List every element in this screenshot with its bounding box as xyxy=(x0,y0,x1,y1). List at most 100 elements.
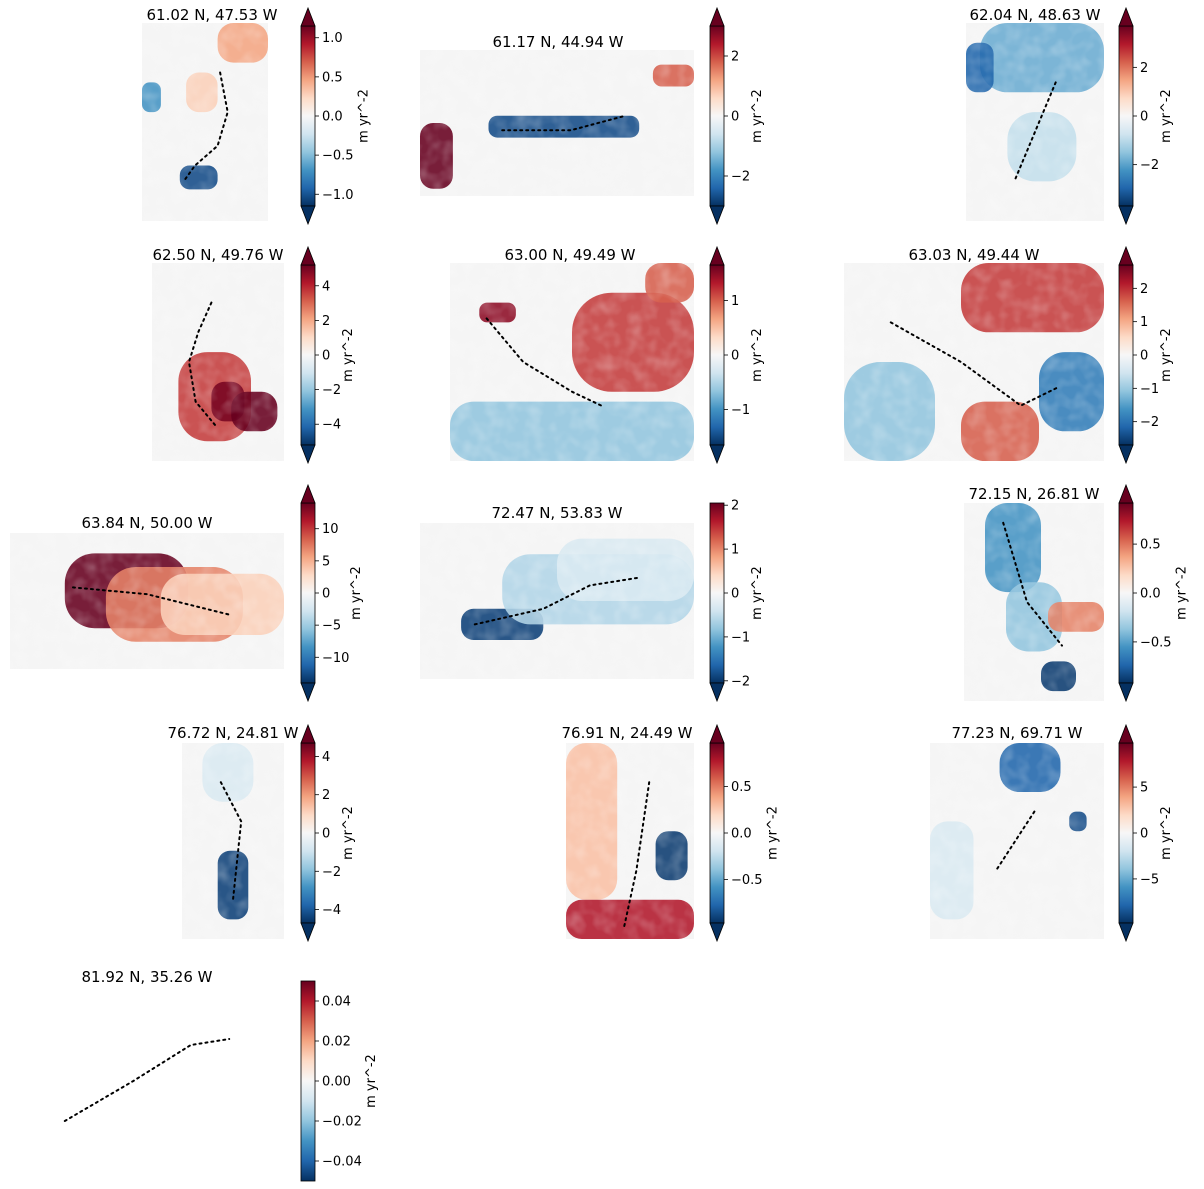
colorbar-tick-label: 0 xyxy=(1140,110,1148,125)
map-texture xyxy=(930,743,1104,939)
colorbar-tick-label: −0.5 xyxy=(322,149,354,164)
colorbar-tick-label: −1 xyxy=(1140,382,1159,397)
flowline-dotted xyxy=(1002,521,1063,647)
colorbar-tick-label: −0.02 xyxy=(322,1115,362,1130)
colorbar-tick-label: −4 xyxy=(322,418,341,433)
colorbar-tick-label: 0 xyxy=(322,827,330,842)
colorbar-tick-label: 0 xyxy=(1140,827,1148,842)
colorbar-tick-label: 0 xyxy=(731,587,739,602)
colorbar-extend-max xyxy=(300,6,316,27)
colorbar-tick-label: 0 xyxy=(731,110,739,125)
colorbar-tick-label: 0.5 xyxy=(1140,538,1161,553)
colorbar-tick-label: −2 xyxy=(731,674,750,689)
colorbar xyxy=(301,981,315,1181)
colorbar xyxy=(301,265,315,445)
colorbar-tick-label: 2 xyxy=(322,314,330,329)
flowline-dotted xyxy=(187,301,217,427)
flowline-dotted xyxy=(219,781,243,901)
panel-title: 62.04 N, 48.63 W xyxy=(969,6,1100,24)
colorbar-tick-label: 4 xyxy=(322,279,330,294)
colorbar-tick-label: −0.04 xyxy=(322,1155,362,1170)
map-texture xyxy=(182,743,284,939)
flowline-dotted xyxy=(72,586,231,616)
colorbar xyxy=(1119,743,1133,923)
panel-13: 81.92 N, 35.26 W −0.04 −0.02 0.00 0.02 0.04 m … xyxy=(63,968,379,1182)
panel-7: 63.84 N, 50.00 W −10 −5 0 5 10 m yr^-2 xyxy=(10,483,364,703)
colorbar xyxy=(1119,26,1133,206)
colorbar-extend-max xyxy=(300,245,316,266)
panel-title: 72.47 N, 53.83 W xyxy=(491,504,622,522)
colorbar xyxy=(1119,265,1133,445)
panel-2: 61.17 N, 44.94 W −2 0 2 m yr^-2 xyxy=(420,6,765,226)
colorbar-tick-label: 0.5 xyxy=(731,780,752,795)
flowline-dotted xyxy=(622,781,651,931)
colorbar-label: m yr^-2 xyxy=(364,1054,379,1108)
panel-title: 62.50 N, 49.76 W xyxy=(152,246,283,264)
colorbar-extend-max xyxy=(1118,245,1134,266)
panel-11: 76.91 N, 24.49 W −0.5 0.0 0.5 m yr^-2 xyxy=(561,723,780,943)
flowline-dotted xyxy=(1013,81,1057,183)
panel-9: 72.15 N, 26.81 W −0.5 0.0 0.5 m yr^-2 xyxy=(964,483,1189,703)
colorbar-tick-label: 1.0 xyxy=(322,31,343,46)
colorbar-label: m yr^-2 xyxy=(341,806,356,860)
colorbar-extend-min xyxy=(300,444,316,465)
flowline-dotted xyxy=(485,317,603,407)
panel-12: 77.23 N, 69.71 W −5 0 5 m yr^-2 xyxy=(930,723,1174,943)
map-texture xyxy=(142,23,268,221)
map-texture xyxy=(844,263,1104,461)
colorbar-tick-label: 2 xyxy=(1140,282,1148,297)
panel-title: 61.17 N, 44.94 W xyxy=(492,33,623,51)
map-texture xyxy=(152,263,284,461)
colorbar-extend-min xyxy=(300,682,316,703)
colorbar-tick-label: 1 xyxy=(731,543,739,558)
colorbar-extend-max xyxy=(1118,6,1134,27)
colorbar-tick-label: −2 xyxy=(322,383,341,398)
colorbar-tick-label: 1 xyxy=(1140,315,1148,330)
colorbar-extend-max xyxy=(300,723,316,744)
colorbar-extend-min xyxy=(709,444,725,465)
colorbar-tick-label: −10 xyxy=(322,651,349,666)
map-texture xyxy=(450,263,694,461)
colorbar-extend-min xyxy=(709,205,725,226)
colorbar xyxy=(710,265,724,445)
colorbar-extend-max xyxy=(300,483,316,504)
colorbar-tick-label: 1 xyxy=(731,294,739,309)
colorbar-tick-label: −1.0 xyxy=(322,188,354,203)
panel-10: 76.72 N, 24.81 W −4 −2 0 2 4 m yr^-2 xyxy=(167,723,356,943)
colorbar-extend-min xyxy=(1118,205,1134,226)
colorbar-extend-min xyxy=(1118,682,1134,703)
map-texture xyxy=(420,50,694,196)
flowline-dotted xyxy=(995,810,1036,872)
colorbar-tick-label: −4 xyxy=(322,903,341,918)
colorbar-tick-label: 0 xyxy=(322,349,330,364)
colorbar-tick-label: 2 xyxy=(1140,61,1148,76)
colorbar-tick-label: 5 xyxy=(1140,781,1148,796)
colorbar-tick-label: 0.02 xyxy=(322,1035,351,1050)
colorbar-tick-label: −2 xyxy=(322,865,341,880)
panel-5: 63.00 N, 49.49 W −1 0 1 m yr^-2 xyxy=(450,245,765,465)
colorbar-extend-max xyxy=(709,6,725,27)
colorbar-extend-max xyxy=(1118,483,1134,504)
map-texture xyxy=(566,743,694,939)
colorbar xyxy=(710,743,724,923)
colorbar-extend-max xyxy=(1118,723,1134,744)
colorbar-label: m yr^-2 xyxy=(349,566,364,620)
colorbar-tick-label: 0 xyxy=(731,349,739,364)
panel-title: 63.84 N, 50.00 W xyxy=(81,514,212,532)
colorbar xyxy=(710,26,724,206)
colorbar-tick-label: 4 xyxy=(322,750,330,765)
colorbar xyxy=(1119,503,1133,683)
colorbar-tick-label: −1 xyxy=(731,403,750,418)
colorbar-tick-label: −1 xyxy=(731,630,750,645)
colorbar-tick-label: 2 xyxy=(322,788,330,803)
colorbar-tick-label: 0.04 xyxy=(322,995,351,1010)
flowline-dotted xyxy=(501,114,627,132)
colorbar-label: m yr^-2 xyxy=(1174,566,1189,620)
colorbar-tick-label: 0.0 xyxy=(322,110,343,125)
panel-title: 72.15 N, 26.81 W xyxy=(968,485,1099,503)
panel-title: 63.00 N, 49.49 W xyxy=(504,246,635,264)
map-texture xyxy=(966,23,1104,221)
panel-title: 81.92 N, 35.26 W xyxy=(81,968,212,986)
flowline-dotted xyxy=(182,71,229,183)
